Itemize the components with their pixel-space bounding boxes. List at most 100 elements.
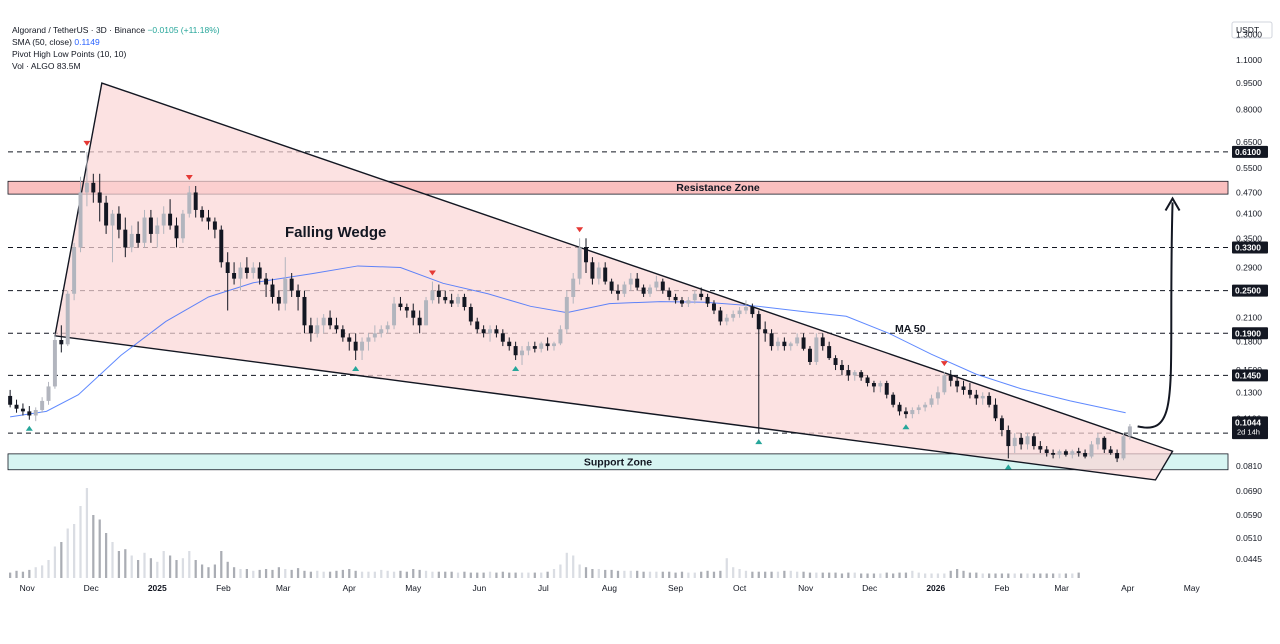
candle-body xyxy=(475,321,480,330)
volume-bar xyxy=(373,571,376,578)
candle-body xyxy=(520,350,525,356)
candle-body xyxy=(443,296,448,301)
candle-body xyxy=(545,343,550,347)
time-tick-label: May xyxy=(1184,583,1201,593)
last-price-label: 0.1044 xyxy=(1235,417,1261,427)
volume-bar xyxy=(527,572,530,578)
candle-body xyxy=(424,300,429,326)
volume-bar xyxy=(482,572,485,578)
falling-wedge xyxy=(54,82,1174,481)
volume-bar xyxy=(860,573,863,578)
volume-bar xyxy=(591,569,594,578)
volume-bar xyxy=(252,570,255,578)
candle-body xyxy=(161,213,166,226)
legend-sma-row[interactable]: SMA (50, close) 0.1149 xyxy=(12,36,220,48)
candle-body xyxy=(673,296,678,301)
support-zone-label: Support Zone xyxy=(584,456,652,468)
pivot-label: Pivot High Low Points (10, 10) xyxy=(12,49,127,59)
sma-value: 0.1149 xyxy=(74,37,100,47)
volume-bar xyxy=(405,571,408,578)
candle-body xyxy=(436,290,441,297)
price-tick-label: 0.4100 xyxy=(1236,209,1262,219)
volume-bar xyxy=(290,569,293,578)
candle-body xyxy=(782,341,787,347)
volume-bar xyxy=(501,571,504,578)
candle-body xyxy=(603,267,608,282)
volume-bar xyxy=(47,560,50,578)
candle-body xyxy=(52,339,57,387)
candle-body xyxy=(193,192,198,210)
time-tick-label: Mar xyxy=(1054,583,1069,593)
price-tick-label: 0.3500 xyxy=(1236,233,1262,243)
candle-body xyxy=(212,221,217,230)
candle-body xyxy=(238,267,243,279)
candle-body xyxy=(379,329,384,334)
level-price-tag xyxy=(1232,145,1268,158)
candle-body xyxy=(1044,449,1049,453)
candle-body xyxy=(711,303,716,311)
volume-bar xyxy=(495,572,498,578)
volume-bar xyxy=(533,572,536,578)
volume-bar xyxy=(264,569,268,578)
legend-volume-row[interactable]: Vol · ALGO 83.5M xyxy=(12,60,220,72)
volume-bar xyxy=(738,569,741,578)
volume-bar xyxy=(98,519,101,578)
candle-body xyxy=(1089,444,1094,457)
candle-body xyxy=(859,372,864,378)
candle-body xyxy=(104,202,109,226)
candle-body xyxy=(232,272,237,279)
candle-body xyxy=(616,290,620,294)
candle-body xyxy=(270,284,275,297)
candle-body xyxy=(1057,451,1062,455)
volume-bar xyxy=(744,570,748,578)
candle-body xyxy=(251,267,256,273)
candle-body xyxy=(526,346,531,351)
bar-countdown-label: 2d 14h xyxy=(1237,427,1260,436)
legend-pivot-row[interactable]: Pivot High Low Points (10, 10) xyxy=(12,48,220,60)
candle-body xyxy=(961,386,966,390)
candle-body xyxy=(360,341,365,351)
candle-body xyxy=(8,395,13,405)
candles-layer xyxy=(8,151,1132,463)
candle-body xyxy=(84,182,89,193)
projection-arrowhead xyxy=(1164,196,1181,211)
price-tick-label: 0.0690 xyxy=(1236,486,1262,496)
price-tick-label: 0.0445 xyxy=(1236,554,1262,564)
annotations-layer xyxy=(1137,196,1181,429)
volume-bar xyxy=(994,573,997,578)
candle-body xyxy=(955,380,960,387)
candle-body xyxy=(187,192,192,214)
volume-bar xyxy=(956,569,959,578)
candle-body xyxy=(507,341,512,347)
candle-body xyxy=(366,337,371,342)
volume-bar xyxy=(34,567,37,578)
candle-body xyxy=(635,278,640,288)
volume-bar xyxy=(847,572,850,578)
level-price-tag xyxy=(1232,369,1268,382)
volume-bar xyxy=(21,571,25,578)
volume-bar xyxy=(911,570,914,578)
candle-body xyxy=(449,300,454,304)
volume-bar xyxy=(143,552,146,578)
candle-body xyxy=(404,307,409,311)
symbol-title[interactable]: Algorand / TetherUS · 3D · Binance xyxy=(12,25,146,35)
volume-bar xyxy=(514,572,517,578)
candle-body xyxy=(276,296,281,304)
candle-body xyxy=(923,404,928,408)
volume-bar xyxy=(616,570,620,578)
candle-body xyxy=(33,410,38,416)
volume-value: 83.5M xyxy=(56,61,81,71)
volume-bar xyxy=(898,572,901,578)
price-tick-label: 0.2100 xyxy=(1236,313,1262,323)
candle-body xyxy=(763,329,768,334)
candle-body xyxy=(257,267,262,279)
volume-bar xyxy=(975,572,978,578)
volume-bar xyxy=(789,570,792,578)
candle-body xyxy=(1095,437,1100,445)
candle-body xyxy=(852,372,857,376)
volume-bar xyxy=(194,560,197,578)
candle-body xyxy=(769,333,774,347)
volume-bar xyxy=(866,573,869,578)
